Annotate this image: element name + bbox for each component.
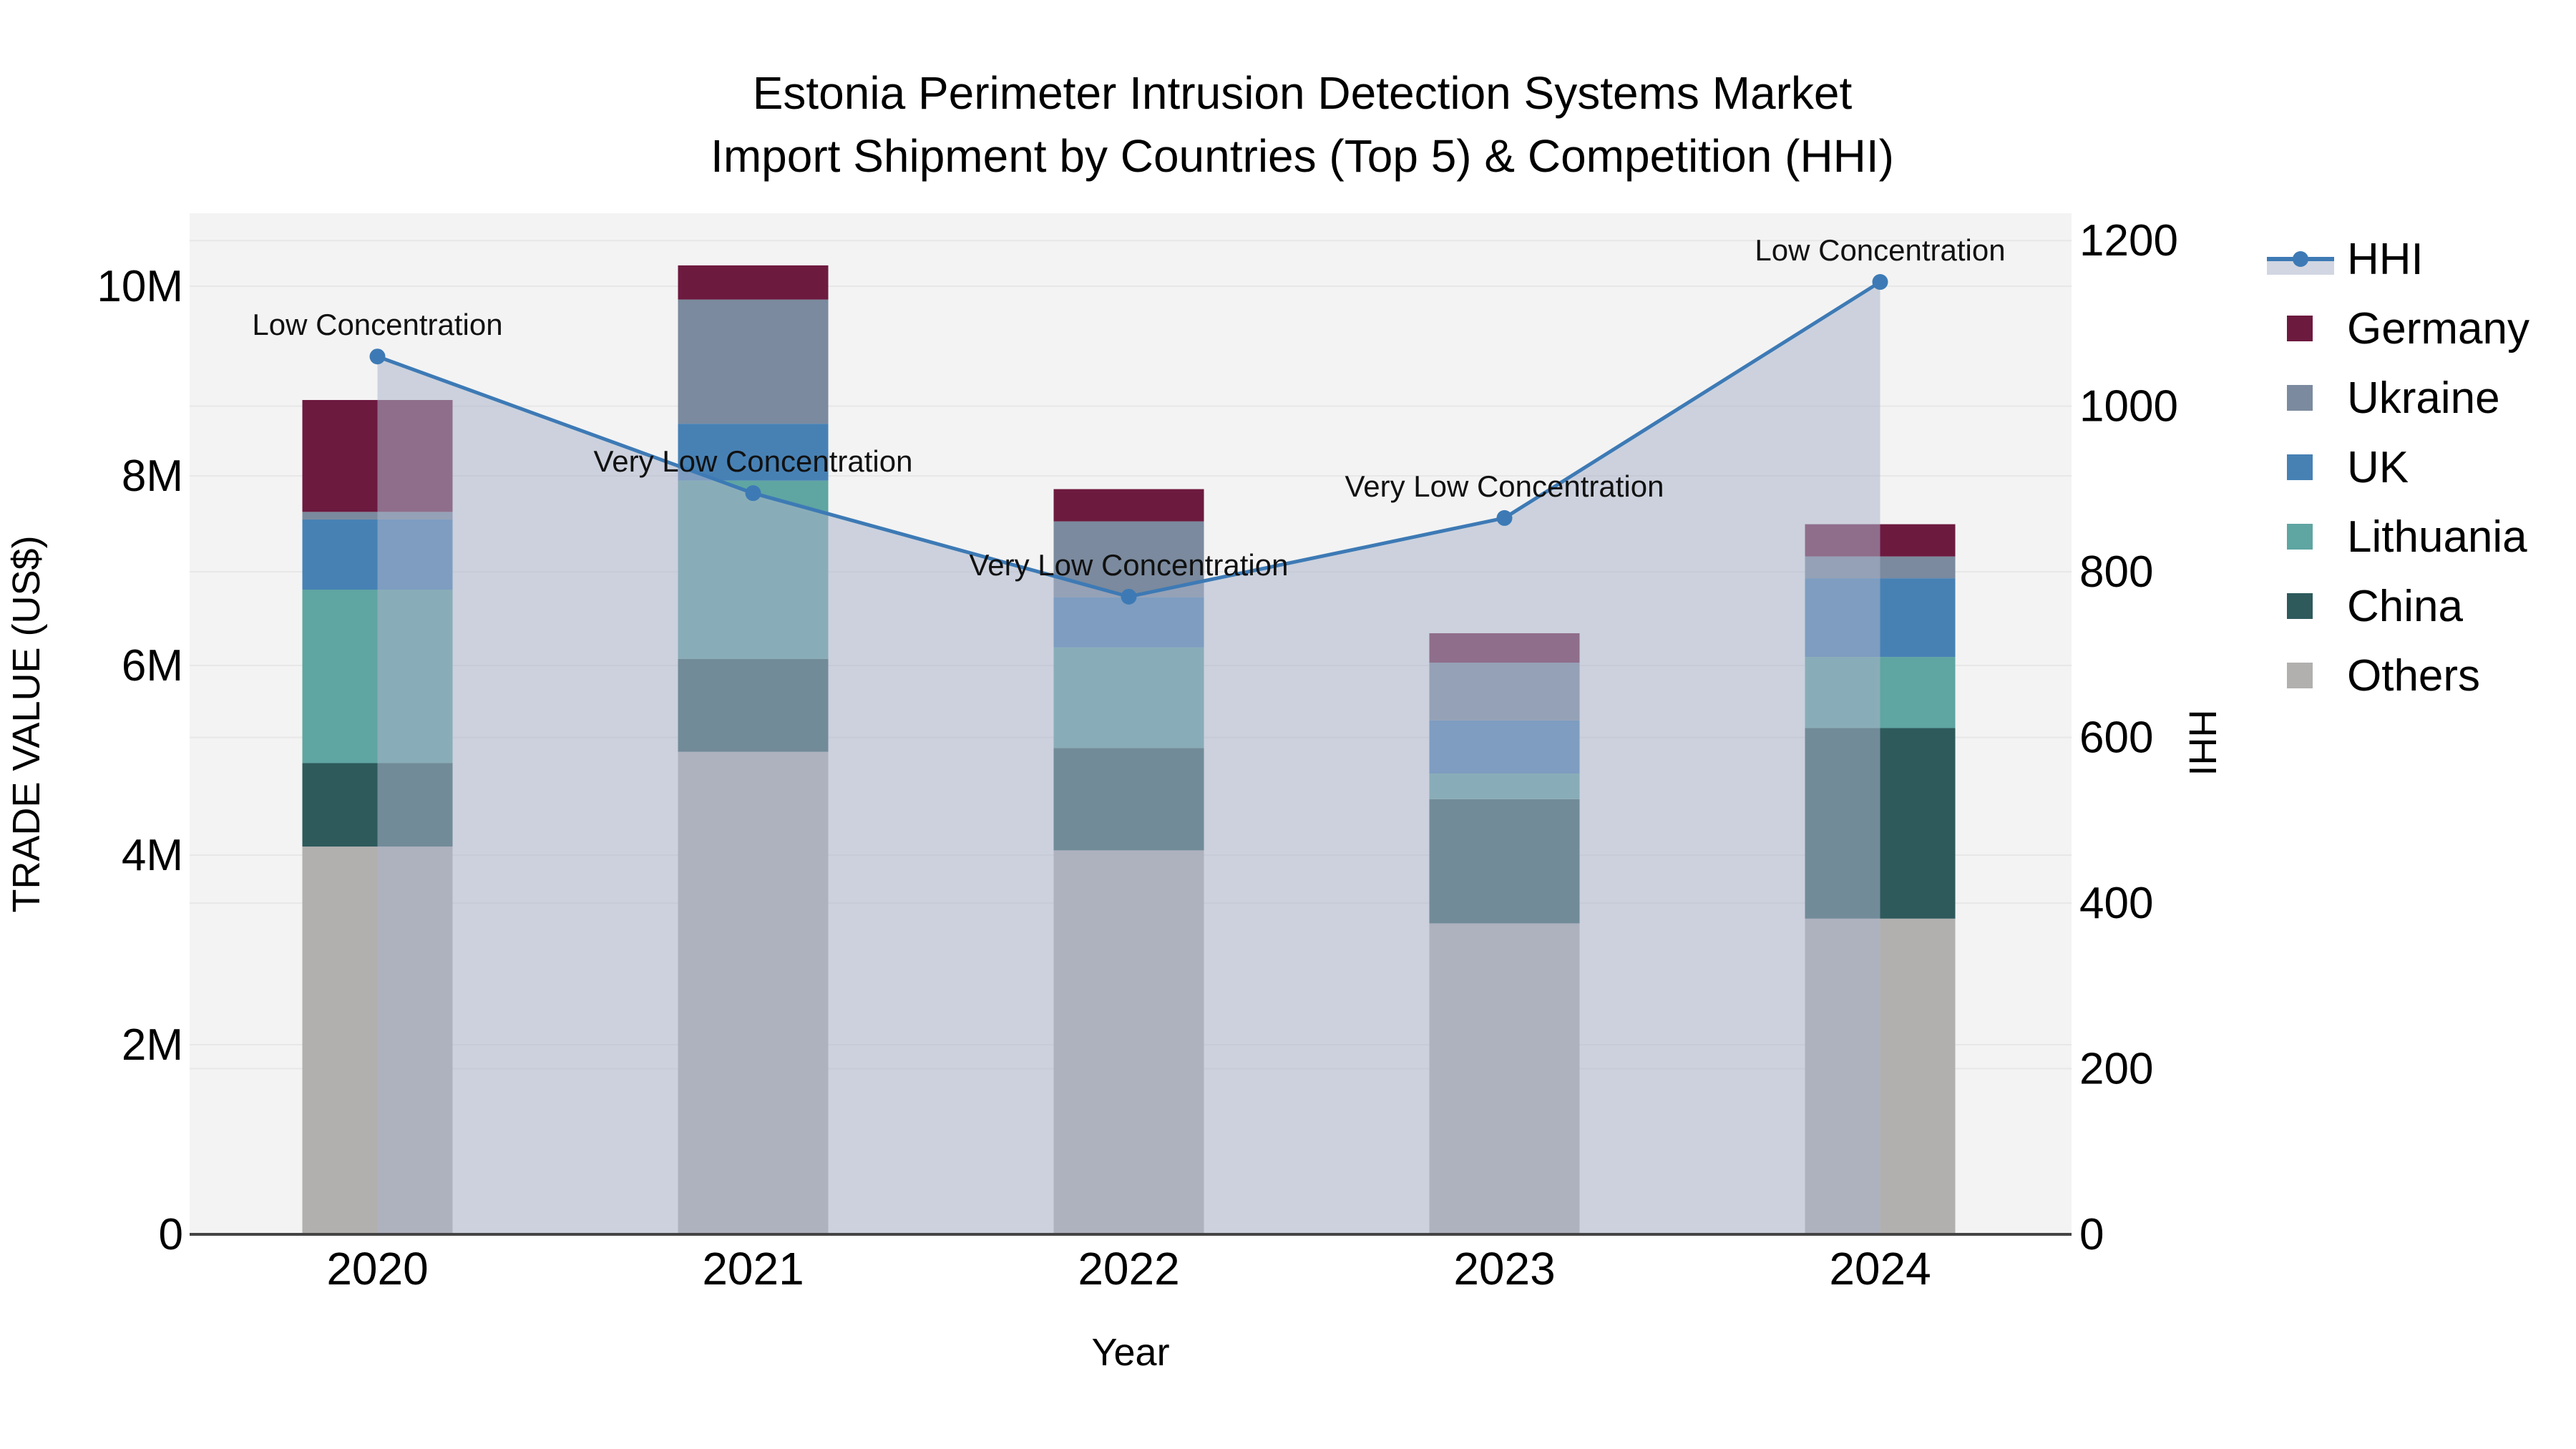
tick-x-2024: 2024 — [1829, 1243, 1931, 1294]
tick-right-0: 0 — [2079, 1210, 2104, 1259]
bar-segment-germany-2021[interactable] — [678, 265, 829, 300]
hhi-marker-2022[interactable] — [1121, 588, 1137, 605]
legend-item-lithuania[interactable]: Lithuania — [2287, 512, 2527, 562]
legend-label-others: Others — [2347, 651, 2480, 701]
legend-item-uk[interactable]: UK — [2287, 443, 2409, 492]
tick-left-6M: 6M — [122, 641, 183, 691]
legend-swatch-icon-ukraine — [2287, 385, 2313, 411]
annotation-2020: Low Concentration — [252, 308, 502, 341]
tick-x-2023: 2023 — [1453, 1243, 1555, 1294]
tick-left-0: 0 — [159, 1210, 183, 1259]
bar-segment-uk-2021[interactable] — [678, 424, 829, 481]
legend-item-ukraine[interactable]: Ukraine — [2287, 374, 2500, 423]
legend-swatch-icon-uk — [2287, 454, 2313, 480]
legend-label-uk: UK — [2347, 443, 2409, 492]
legend-swatch-icon-others — [2287, 663, 2313, 688]
tick-right-800: 800 — [2079, 547, 2153, 597]
hhi-marker-2020[interactable] — [369, 348, 386, 365]
hhi-marker-2021[interactable] — [745, 485, 761, 502]
hhi-marker-2024[interactable] — [1872, 274, 1888, 291]
bar-segment-ukraine-2021[interactable] — [678, 299, 829, 424]
legend-label-hhi: HHI — [2347, 235, 2424, 284]
chart-title-line2: Import Shipment by Countries (Top 5) & C… — [711, 130, 1894, 182]
tick-left-10M: 10M — [97, 262, 183, 311]
tick-x-2022: 2022 — [1078, 1243, 1179, 1294]
legend-swatch-icon-germany — [2287, 316, 2313, 341]
chart-title-line1: Estonia Perimeter Intrusion Detection Sy… — [753, 67, 1853, 119]
x-axis-title: Year — [1091, 1331, 1169, 1374]
bar-segment-germany-2022[interactable] — [1053, 489, 1204, 522]
tick-x-2020: 2020 — [326, 1243, 428, 1294]
hhi-marker-2023[interactable] — [1496, 509, 1513, 526]
legend-hhi-marker-icon — [2293, 251, 2308, 267]
annotation-2021: Very Low Concentration — [594, 444, 913, 478]
tick-left-8M: 8M — [122, 452, 183, 501]
legend-item-china[interactable]: China — [2287, 582, 2464, 631]
legend-label-lithuania: Lithuania — [2347, 512, 2527, 562]
tick-right-600: 600 — [2079, 713, 2153, 763]
legend-label-china: China — [2347, 582, 2464, 631]
y-axis-right-title: HHI — [2181, 710, 2224, 776]
legend-item-germany[interactable]: Germany — [2287, 304, 2529, 353]
tick-right-200: 200 — [2079, 1045, 2153, 1094]
chart-generated-content: Low Concentration Very Low Concentration V… — [97, 213, 2529, 1294]
legend-swatch-icon-china — [2287, 593, 2313, 619]
legend-item-hhi[interactable]: HHI — [2267, 235, 2424, 284]
legend-swatch-icon-lithuania — [2287, 524, 2313, 550]
legend-label-germany: Germany — [2347, 304, 2529, 353]
annotation-2024: Low Concentration — [1755, 233, 2005, 267]
tick-right-400: 400 — [2079, 879, 2153, 928]
tick-x-2021: 2021 — [702, 1243, 804, 1294]
tick-left-4M: 4M — [122, 831, 183, 880]
y-axis-left-title: TRADE VALUE (US$) — [5, 535, 48, 912]
annotation-2022: Very Low Concentration — [970, 548, 1289, 582]
legend-item-others[interactable]: Others — [2287, 651, 2480, 701]
annotation-2023: Very Low Concentration — [1345, 469, 1664, 503]
tick-right-1200: 1200 — [2079, 216, 2178, 265]
legend-label-ukraine: Ukraine — [2347, 374, 2500, 423]
tick-right-1000: 1000 — [2079, 382, 2178, 431]
tick-left-2M: 2M — [122, 1020, 183, 1070]
